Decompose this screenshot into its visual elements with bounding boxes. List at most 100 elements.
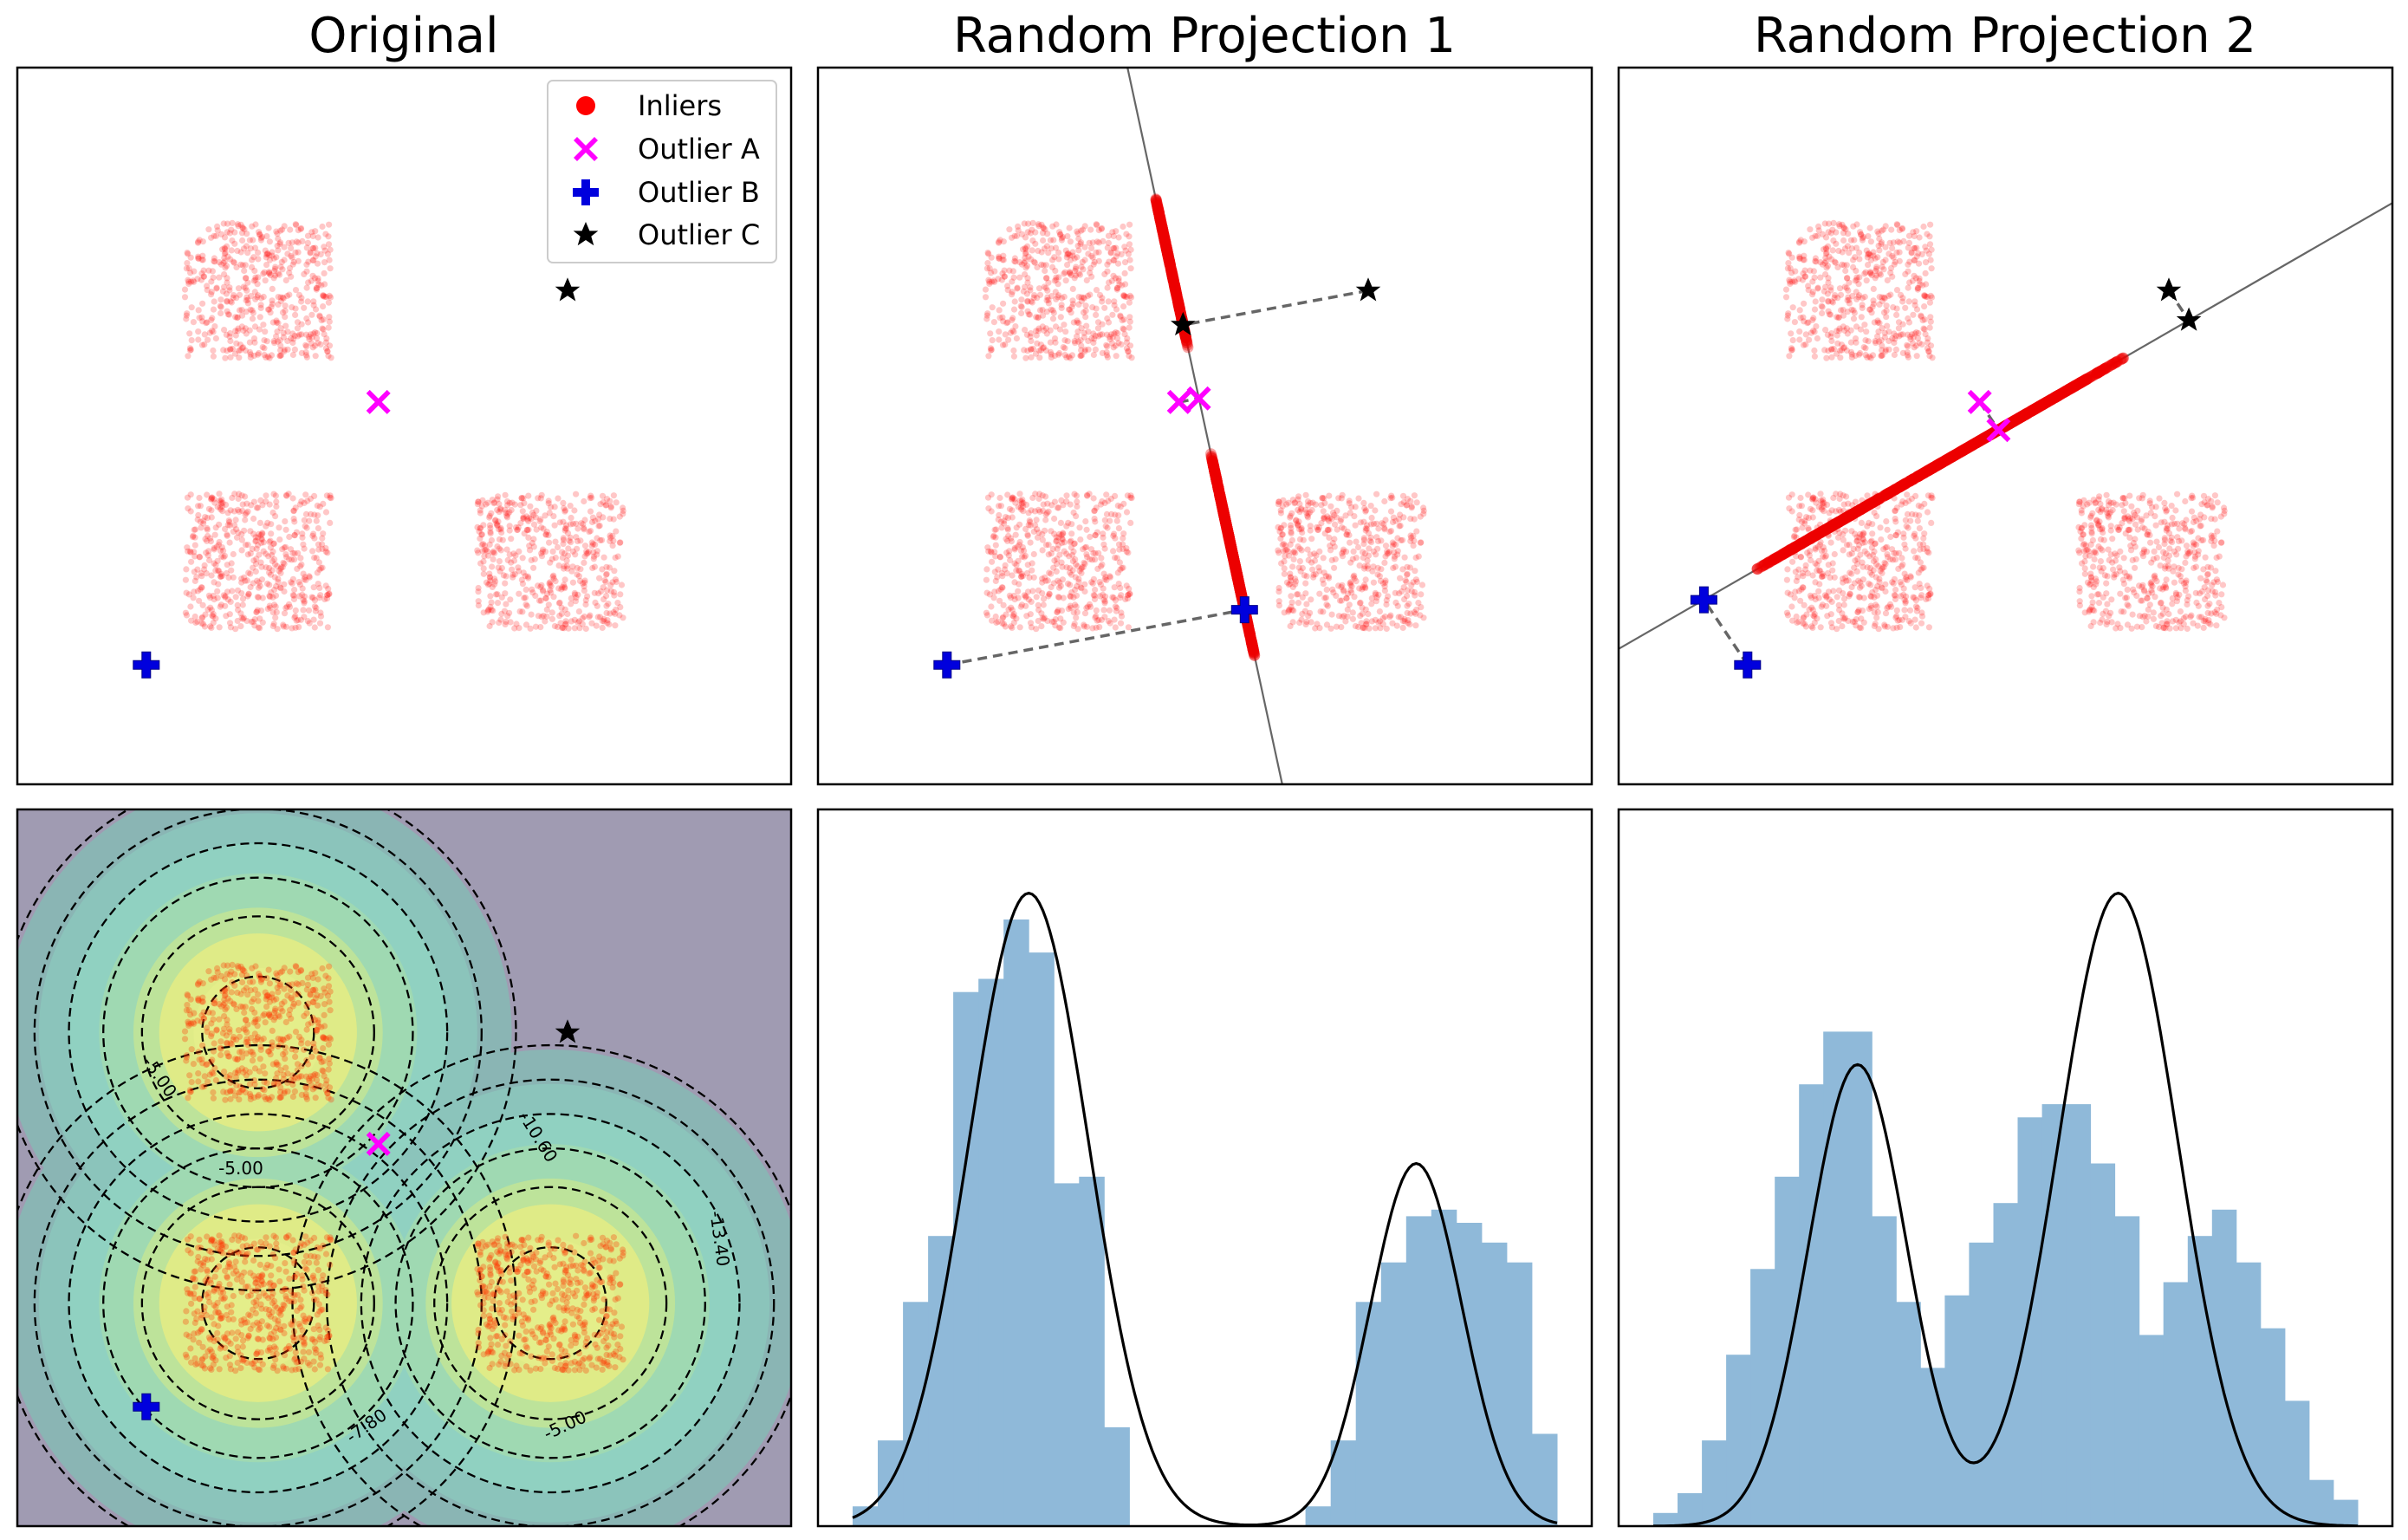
inlier-point: [199, 318, 206, 325]
projected-inlier: [1229, 559, 1241, 571]
projected-inlier: [1244, 629, 1256, 641]
inlier-point: [1015, 504, 1022, 510]
inlier-point: [289, 261, 296, 268]
inlier-point: [1081, 544, 1088, 551]
inlier-point: [1028, 256, 1035, 263]
projected-inlier: [1228, 553, 1240, 565]
projected-inlier: [1243, 623, 1255, 635]
projection-line: [1126, 68, 1283, 784]
inlier-point: [1307, 499, 1314, 506]
inlier-point: [185, 276, 191, 283]
inlier-point: [298, 331, 305, 338]
inlier-point: [1087, 226, 1094, 233]
inlier-point: [1898, 224, 1906, 231]
projected-inlier: [1210, 476, 1223, 488]
inlier-point: [1923, 293, 1930, 300]
projected-inlier: [1230, 562, 1242, 575]
inlier-point: [528, 611, 535, 618]
inlier-point: [230, 508, 238, 515]
inlier-point: [308, 334, 315, 341]
inlier-point: [507, 596, 514, 603]
inlier-point: [275, 575, 282, 582]
inlier-point: [1125, 348, 1132, 355]
inlier-point: [486, 622, 493, 630]
inlier-point: [1092, 586, 1099, 594]
projected-inlier: [1170, 285, 1182, 297]
projected-inlier: [1168, 278, 1180, 290]
inlier-point: [1094, 222, 1100, 229]
projected-inlier: [1220, 518, 1232, 530]
inlier-point: [1922, 270, 1929, 276]
projected-inlier: [1248, 647, 1260, 660]
projected-inlier: [1169, 281, 1181, 293]
inlier-point: [1067, 501, 1074, 508]
inlier-point: [275, 294, 282, 301]
inlier-point: [1125, 591, 1132, 599]
projected-inlier: [1208, 460, 1220, 472]
inlier-point: [1074, 333, 1081, 340]
inlier-point: [1015, 588, 1022, 595]
inlier-point: [1293, 517, 1300, 523]
inlier-point: [1841, 327, 1848, 334]
projected-inlier: [1151, 198, 1163, 210]
inlier-point: [1882, 223, 1889, 230]
inlier-point: [996, 255, 1003, 262]
projected-inlier: [1227, 552, 1239, 564]
inlier-point: [1068, 352, 1076, 359]
inlier-point: [281, 588, 288, 595]
inlier-point: [216, 274, 223, 281]
inlier-point: [275, 235, 282, 243]
inlier-point: [250, 515, 257, 523]
projected-inlier: [1219, 513, 1231, 525]
inlier-point: [1853, 296, 1860, 302]
projected-inlier: [1150, 193, 1162, 205]
inlier-point: [220, 554, 227, 561]
inlier-point: [1042, 226, 1048, 233]
inlier-point: [1104, 315, 1111, 322]
inlier-point: [259, 344, 266, 351]
inlier-point: [1880, 294, 1888, 301]
inlier-point: [1078, 294, 1085, 301]
projected-inlier: [1247, 640, 1258, 653]
inlier-point: [233, 340, 240, 347]
inlier-point: [1022, 271, 1029, 278]
inlier-point: [1011, 298, 1018, 305]
inlier-point: [1784, 265, 1791, 272]
inlier-point: [1105, 232, 1113, 239]
inlier-point: [1061, 352, 1068, 359]
inlier-point: [1281, 558, 1288, 565]
inlier-point: [238, 547, 245, 554]
inlier-point: [1810, 328, 1817, 335]
inlier-point: [1035, 328, 1042, 335]
inlier-point: [1383, 625, 1390, 633]
inlier-point: [1405, 620, 1412, 627]
projected-outlier-a-marker: [1186, 386, 1211, 411]
inlier-point: [1360, 535, 1367, 542]
inlier-point: [995, 588, 1002, 595]
projected-inlier: [1233, 579, 1245, 591]
inlier-point: [204, 524, 211, 532]
projected-inlier: [1221, 523, 1233, 535]
inlier-point: [1905, 261, 1911, 268]
projected-inlier: [1235, 585, 1247, 597]
inlier-point: [1381, 497, 1388, 505]
inlier-point: [295, 579, 302, 586]
inlier-point: [1019, 496, 1026, 504]
inlier-point: [204, 319, 211, 326]
projected-inlier: [1166, 268, 1178, 280]
inlier-point: [1805, 287, 1812, 294]
projected-inlier: [1212, 482, 1224, 494]
inlier-point: [250, 254, 257, 261]
projected-inlier: [1229, 560, 1241, 571]
inlier-point: [271, 561, 279, 568]
inlier-point: [1412, 554, 1419, 562]
inlier-point: [244, 296, 251, 303]
inlier-point: [568, 601, 574, 608]
projected-inlier: [1233, 577, 1245, 589]
projected-inlier: [1162, 250, 1174, 263]
projected-inlier: [1230, 562, 1242, 573]
inlier-point: [250, 309, 256, 316]
inlier-point: [1019, 544, 1026, 551]
inlier-point: [1002, 623, 1009, 630]
inlier-point: [611, 568, 618, 575]
